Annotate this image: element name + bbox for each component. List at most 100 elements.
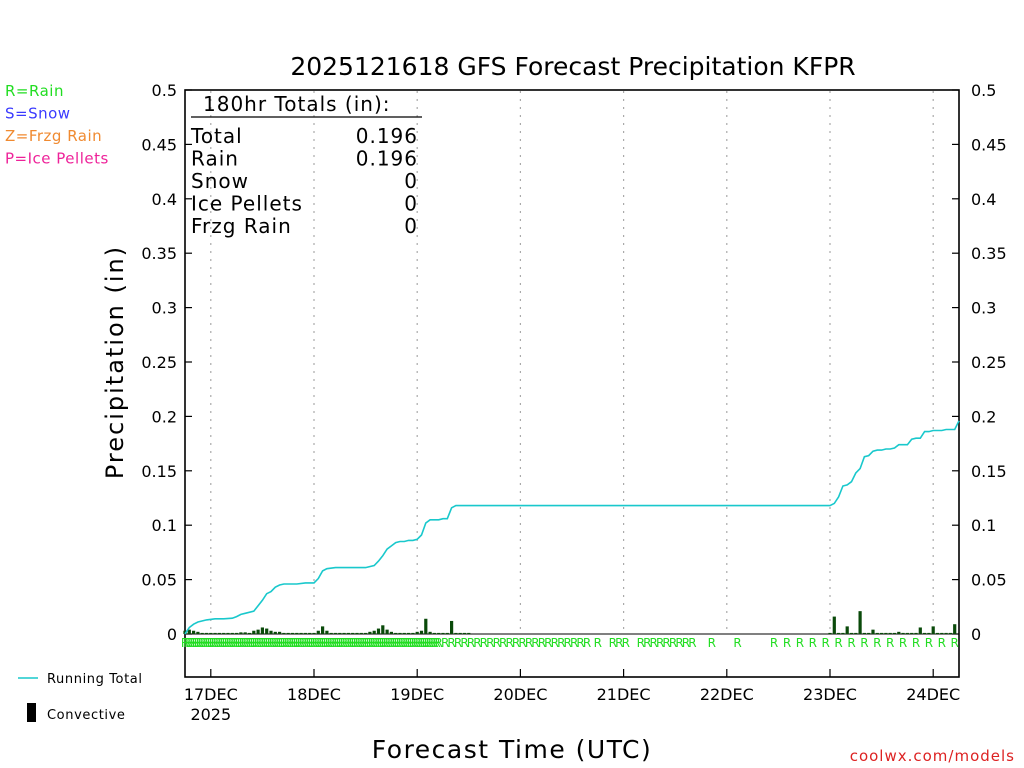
convective-bar [849,632,854,634]
convective-bar [935,632,940,634]
convective-bar [858,611,862,634]
legend-type-entry: S=Snow [5,105,71,123]
convective-bar [841,632,845,634]
totals-row-value: 0 [404,169,418,193]
legend-type-entry: R=Rain [5,82,64,100]
convective-bar [901,632,905,634]
convective-bar [295,632,299,634]
precip-type-mark: R [293,636,301,650]
precip-type-mark: R [286,636,294,650]
precip-type-mark: R [336,636,344,650]
y-tick-label: 0.05 [971,571,1007,590]
precip-type-mark: R [675,636,683,650]
convective-bar [187,629,191,634]
convective-bar [247,632,252,634]
convective-bar [222,632,226,634]
precip-type-mark: R [329,636,337,650]
precip-type-mark: R [245,636,253,650]
totals-row-label: Frzg Rain [191,214,292,238]
convective-bar [286,632,290,634]
precip-type-mark: R [220,636,228,650]
precip-type-mark: R [398,636,406,650]
precip-type-mark: R [432,636,440,650]
convective-bar [467,632,471,634]
convective-bar [428,631,432,634]
precip-type-mark: R [557,636,565,650]
convective-bar [953,624,957,634]
precip-type-mark: R [441,636,449,650]
y-tick-label: 0.45 [971,135,1007,154]
y-axis-label: Precipitation (in) [101,245,129,479]
precip-type-mark: R [192,636,200,650]
convective-bar [867,632,871,634]
convective-bar [854,632,858,634]
precip-type-mark: R [583,636,591,650]
precip-type-mark: R [295,636,303,650]
convective-bar [355,632,359,634]
precip-type-mark: R [198,636,206,650]
precip-type-mark: R [321,636,329,650]
convective-bar [918,627,922,634]
precip-type-mark: R [688,636,696,650]
convective-bar [239,632,243,634]
y-tick-label: 0.35 [141,244,177,263]
convective-bar [875,632,879,634]
precip-type-mark: R [301,636,309,650]
precip-type-mark: R [615,636,623,650]
precip-type-mark: R [222,636,230,650]
precip-type-mark: R [254,636,262,650]
precip-type-mark: R [480,636,488,650]
precip-type-mark: R [847,636,855,650]
convective-bar [230,632,234,634]
precip-type-mark: R [213,636,221,650]
precip-type-mark: R [467,636,475,650]
precip-type-mark: R [196,636,204,650]
convective-bar [213,632,217,634]
convective-bar [342,632,346,634]
legend-type-entry: P=Ice Pellets [5,150,109,168]
precip-type-mark: R [344,636,352,650]
precip-type-mark: R [381,636,389,650]
y-tick-label: 0.2 [152,407,177,426]
y-tick-label: 0 [971,625,981,644]
precip-type-mark: R [232,636,240,650]
convective-bar [828,632,832,634]
precip-type-mark: R [342,636,350,650]
precip-type-mark: R [340,636,348,650]
convective-bar [376,628,381,634]
precip-type-mark: R [226,636,234,650]
precip-type-mark: R [189,636,197,650]
totals-row-value: 0 [404,192,418,216]
precip-type-mark: R [258,636,266,650]
convective-bar [364,632,368,634]
convective-bar [316,630,320,634]
precip-type-mark: R [392,636,400,650]
convective-bar [871,629,875,634]
convective-bar [269,630,273,634]
precip-type-mark: R [353,636,361,650]
precip-type-mark: R [331,636,339,650]
running-total-line [184,420,960,635]
grid-lines [210,91,934,634]
convective-bar [914,632,918,634]
convective-bar [381,625,385,634]
convective-bar [437,632,441,634]
chart-title: 2025121618 GFS Forecast Precipitation KF… [290,52,855,81]
precip-type-mark: R [385,636,393,650]
convective-bar [845,626,849,634]
y-tick-label: 0.5 [152,81,177,100]
precip-type-mark: R [194,636,202,650]
precip-type-legend: R=Rain S=Snow Z=Frzg Rain P=Ice Pellets [5,82,109,168]
precip-type-mark: R [308,636,316,650]
convective-bar [204,632,209,634]
convective-bar [282,632,286,634]
precip-type-mark: R [531,636,539,650]
precip-type-mark: R [422,636,430,650]
convective-bar [278,631,282,634]
precip-type-mark: R [273,636,281,650]
y-tick-label: 0.35 [971,244,1007,263]
precip-type-mark: R [303,636,311,650]
precip-type-mark: R [411,636,419,650]
precip-type-mark: R [447,636,455,650]
precip-type-mark: R [570,636,578,650]
